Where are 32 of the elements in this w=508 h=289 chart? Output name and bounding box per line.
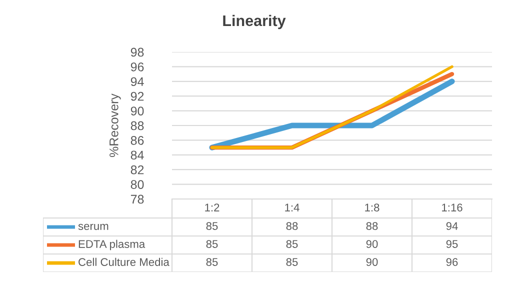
y-tick-label: 94 <box>130 77 144 86</box>
y-tick-label: 82 <box>130 165 144 174</box>
data-label: 95 <box>446 240 458 248</box>
data-label: 85 <box>206 222 218 230</box>
y-tick-label: 96 <box>130 62 144 72</box>
x-tick-label: 1:16 <box>442 204 462 212</box>
data-label: 85 <box>286 258 298 266</box>
data-label: 85 <box>286 240 298 248</box>
data-label: 88 <box>366 222 378 230</box>
y-tick-label: 98 <box>130 48 144 57</box>
y-tick-label: 86 <box>130 136 144 145</box>
data-label: 88 <box>286 222 298 230</box>
data-label: 90 <box>366 240 378 248</box>
y-tick-label: 78 <box>130 194 144 204</box>
data-label: 90 <box>366 258 378 266</box>
x-tick-label: 1:2 <box>205 204 220 212</box>
y-tick-label: 88 <box>130 121 144 130</box>
data-label: 94 <box>446 222 458 230</box>
chart-title: Linearity <box>223 14 286 30</box>
data-label: 85 <box>206 258 218 266</box>
data-label: 85 <box>206 240 218 248</box>
x-tick-label: 1:8 <box>365 204 380 212</box>
y-tick-label: 90 <box>130 106 144 116</box>
x-tick-label: 1:4 <box>285 204 300 212</box>
legend-label: EDTA plasma <box>78 240 146 250</box>
data-label: 96 <box>446 258 458 266</box>
y-axis-title: %Recovery <box>110 94 121 158</box>
y-tick-label: 92 <box>130 92 144 101</box>
legend-label: serum <box>78 224 108 230</box>
y-tick-label: 80 <box>130 180 144 189</box>
y-tick-label: 84 <box>130 150 144 160</box>
legend-label: Cell Culture Media <box>78 258 170 266</box>
